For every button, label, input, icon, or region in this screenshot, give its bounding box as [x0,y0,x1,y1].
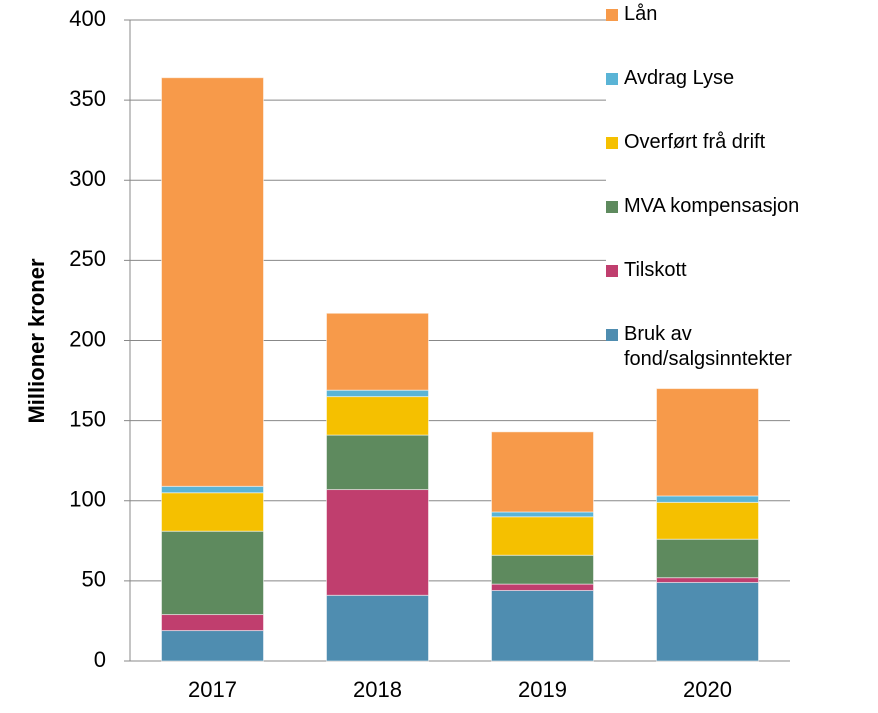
y-axis-label: Millioner kroner [24,258,49,423]
legend-swatch [606,265,618,277]
legend-label: Overført frå drift [624,131,766,153]
bar-segment [326,489,429,596]
y-tick-label: 100 [69,487,106,512]
legend-swatch [606,201,618,213]
legend-label: Bruk av fond/salgsinntekter [624,323,792,370]
legend-entry: Bruk av fond/salgsinntekter [606,322,876,386]
bar-segment [326,434,429,491]
legend-swatch [606,73,618,85]
bar-segment [656,388,759,497]
legend-entry: Lån [606,2,876,66]
bar-segment [656,581,759,662]
legend-entry: Avdrag Lyse [606,66,876,130]
legend-entry: Overført frå drift [606,130,876,194]
bar-segment [656,495,759,503]
y-tick-label: 50 [82,567,106,592]
x-tick-label: 2017 [188,677,237,702]
bar-segment [161,77,264,487]
bar-segment [161,485,264,494]
legend-swatch [606,137,618,149]
x-tick-label: 2018 [353,677,402,702]
bar-segment [326,312,429,391]
legend-entry: MVA kompensasjon [606,194,876,258]
legend: Lån Avdrag Lyse Overført frå drift MVA komp… [606,2,876,386]
y-tick-label: 250 [69,246,106,271]
y-tick-label: 150 [69,406,106,431]
bar-segment [161,630,264,662]
bar-segment [491,431,594,513]
legend-label: Tilskott [624,259,687,281]
bar-segment [491,589,594,662]
x-tick-label: 2019 [518,677,567,702]
y-tick-label: 200 [69,326,106,351]
bar-segment [491,516,594,556]
legend-swatch [606,329,618,341]
legend-entry: Tilskott [606,258,876,322]
x-tick-label: 2020 [683,677,732,702]
bar-segment [656,538,759,579]
bar-segment [656,577,759,583]
bar-segment [161,614,264,632]
y-tick-label: 400 [69,6,106,31]
legend-swatch [606,9,618,21]
bar-segment [326,396,429,436]
bar-segment [491,554,594,585]
bar-segment [161,530,264,616]
bar-segment [491,583,594,591]
bar-segment [491,511,594,518]
legend-label: MVA kompensasjon [624,195,800,217]
y-tick-label: 350 [69,86,106,111]
y-tick-label: 0 [94,647,106,672]
legend-label: Avdrag Lyse [624,67,735,89]
bar-segment [326,389,429,398]
bar-segment [161,492,264,532]
y-tick-label: 300 [69,166,106,191]
legend-label: Lån [624,3,658,25]
bar-segment [326,594,429,662]
bar-segment [656,501,759,540]
